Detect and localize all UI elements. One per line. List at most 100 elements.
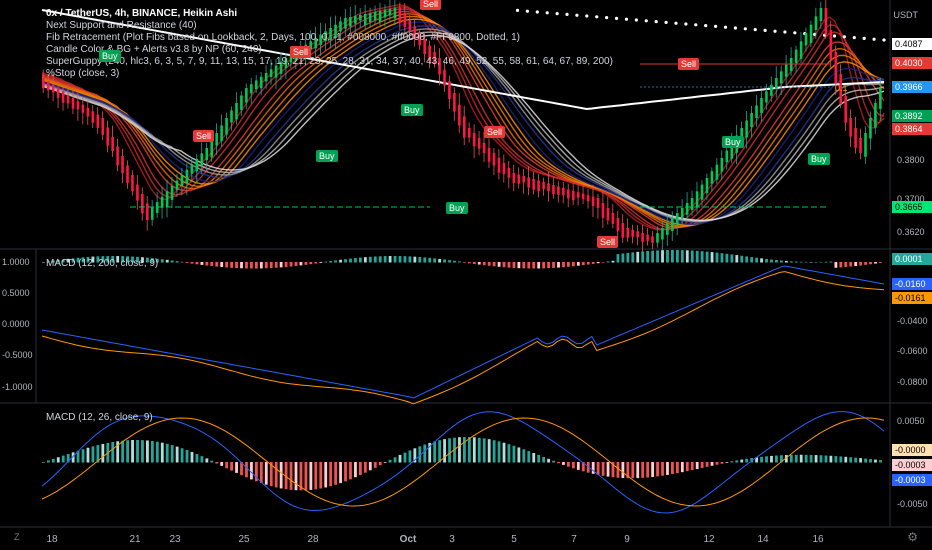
currency-label: USDT bbox=[893, 10, 919, 20]
macd1-signal-line bbox=[41, 271, 885, 405]
dotted-ema-point bbox=[624, 17, 629, 21]
left-axis-label: -1.0000 bbox=[2, 382, 33, 392]
dotted-ema-point bbox=[882, 38, 886, 42]
legend-item-fib[interactable]: Fib Retracement (Plot Fibs based on Look… bbox=[46, 32, 520, 43]
dotted-ema-point bbox=[783, 30, 787, 34]
buy-signal-tag[interactable]: Buy bbox=[722, 136, 744, 148]
gear-icon[interactable]: ⚙ bbox=[907, 530, 918, 544]
price-axis-label: -0.0800 bbox=[897, 377, 928, 387]
dotted-ema-point bbox=[535, 10, 539, 14]
dotted-ema-point bbox=[852, 36, 856, 40]
dotted-ema-point bbox=[674, 21, 678, 25]
dotted-ema-point bbox=[644, 19, 648, 23]
time-axis-label: 23 bbox=[169, 534, 181, 545]
price-tag[interactable]: -0.0000 bbox=[892, 444, 932, 456]
price-tag[interactable]: 0.4030 bbox=[892, 57, 932, 69]
dotted-ema-point bbox=[872, 37, 876, 41]
price-tag[interactable]: 0.3864 bbox=[892, 123, 932, 135]
dotted-ema-point bbox=[773, 29, 777, 33]
dotted-ema-point bbox=[733, 26, 738, 30]
macd2-signal-line bbox=[41, 417, 885, 507]
price-tag[interactable]: 0.4087 bbox=[892, 38, 932, 50]
white-ema-line bbox=[41, 9, 885, 111]
dotted-ema-point bbox=[704, 24, 708, 28]
time-axis-label: 21 bbox=[129, 534, 141, 545]
price-axis-label: -0.0050 bbox=[897, 499, 928, 509]
macd2-line bbox=[41, 411, 885, 514]
sell-signal-tag[interactable]: Sell bbox=[597, 236, 619, 248]
time-axis-label: 18 bbox=[46, 534, 58, 545]
dotted-ema-point bbox=[664, 20, 668, 24]
buy-signal-tag[interactable]: Buy bbox=[446, 202, 468, 214]
buy-signal-tag[interactable]: Buy bbox=[316, 150, 338, 162]
candles bbox=[42, 0, 882, 254]
left-axis-label: -0.5000 bbox=[2, 350, 33, 360]
left-axis-label: 0.5000 bbox=[2, 288, 30, 298]
dotted-ema-point bbox=[723, 25, 728, 29]
indicator-legend: 0x / TetherUS, 4h, BINANCE, Heikin Ashi … bbox=[46, 8, 613, 80]
left-axis-label: 0.0000 bbox=[2, 319, 30, 329]
legend-item-candle-color[interactable]: Candle Color & BG + Alerts v3.8 by NP (6… bbox=[46, 44, 262, 55]
time-axis-label: 5 bbox=[511, 534, 517, 545]
macd1-histogram bbox=[42, 250, 882, 269]
time-axis-label: 16 bbox=[812, 534, 824, 545]
macd2-histogram bbox=[42, 437, 882, 491]
time-axis-label: 25 bbox=[238, 534, 250, 545]
dotted-ema-point bbox=[585, 14, 589, 18]
time-axis-label: Oct bbox=[399, 534, 417, 545]
macd1-line bbox=[41, 265, 885, 399]
price-axis-label: 0.3700 bbox=[897, 194, 925, 204]
buy-signal-tag[interactable]: Buy bbox=[808, 153, 830, 165]
price-tag[interactable]: 0.0001 bbox=[892, 253, 932, 265]
time-axis-label: 12 bbox=[703, 534, 715, 545]
time-axis-label: 7 bbox=[571, 534, 577, 545]
dotted-ema-point bbox=[684, 22, 688, 26]
dotted-ema-point bbox=[862, 36, 866, 41]
dotted-ema-point bbox=[743, 27, 747, 31]
sell-signal-tag[interactable]: Sell bbox=[193, 130, 215, 142]
dotted-ema-point bbox=[614, 16, 619, 20]
sell-signal-tag[interactable]: Sell bbox=[678, 58, 700, 70]
symbol-title[interactable]: 0x / TetherUS, 4h, BINANCE, Heikin Ashi bbox=[46, 8, 238, 19]
legend-item-support-resistance[interactable]: Next Support and Resistance (40) bbox=[46, 20, 197, 31]
dotted-ema-point bbox=[545, 11, 549, 15]
sell-signal-tag[interactable]: Sell bbox=[290, 46, 312, 58]
price-tag[interactable]: 0.3665 bbox=[892, 201, 932, 213]
time-axis-label: 28 bbox=[307, 534, 319, 545]
price-tag[interactable]: -0.0161 bbox=[892, 292, 932, 304]
price-tag[interactable]: 0.3966 bbox=[892, 81, 932, 93]
time-axis-label: 14 bbox=[757, 534, 769, 545]
dotted-ema-point bbox=[634, 18, 638, 22]
dotted-ema-point bbox=[694, 23, 698, 27]
macd2-label[interactable]: MACD (12, 26, close, 9) bbox=[46, 412, 153, 423]
legend-item-superguppy[interactable]: SuperGuppy (240, hlc3, 6, 3, 5, 7, 9, 11… bbox=[46, 56, 613, 67]
fib-level-label: 0.1 bbox=[835, 83, 848, 93]
dotted-ema-point bbox=[654, 20, 658, 24]
left-axis-label: 1.0000 bbox=[2, 257, 30, 267]
sell-signal-tag[interactable]: Sell bbox=[420, 0, 442, 10]
z-label[interactable]: Z bbox=[14, 532, 20, 542]
macd1-label[interactable]: MACD (12, 200, close, 9) bbox=[46, 258, 159, 269]
price-tag[interactable]: -0.0003 bbox=[892, 459, 932, 471]
sell-signal-tag[interactable]: Sell bbox=[484, 126, 506, 138]
price-axis-label: -0.0400 bbox=[897, 316, 928, 326]
price-axis-label: 0.3800 bbox=[897, 155, 925, 165]
buy-signal-tag[interactable]: Buy bbox=[99, 50, 121, 62]
dotted-ema-point bbox=[595, 15, 599, 19]
dotted-ema-point bbox=[753, 28, 757, 32]
price-axis-label: 0.3620 bbox=[897, 227, 925, 237]
buy-signal-tag[interactable]: Buy bbox=[401, 104, 423, 116]
legend-item-stop[interactable]: %Stop (close, 3) bbox=[46, 68, 120, 79]
price-tag[interactable]: -0.0003 bbox=[892, 474, 932, 486]
dotted-ema-point bbox=[525, 9, 529, 13]
dotted-ema-point bbox=[575, 13, 579, 17]
dotted-ema-point bbox=[605, 16, 609, 20]
time-axis-label: 9 bbox=[624, 534, 630, 545]
dotted-ema-point bbox=[565, 12, 569, 16]
price-tag[interactable]: -0.0160 bbox=[892, 278, 932, 290]
dotted-ema-point bbox=[793, 31, 797, 35]
dotted-ema-point bbox=[832, 34, 837, 38]
dotted-ema-point bbox=[515, 8, 520, 12]
price-tag[interactable]: 0.3892 bbox=[892, 110, 932, 122]
